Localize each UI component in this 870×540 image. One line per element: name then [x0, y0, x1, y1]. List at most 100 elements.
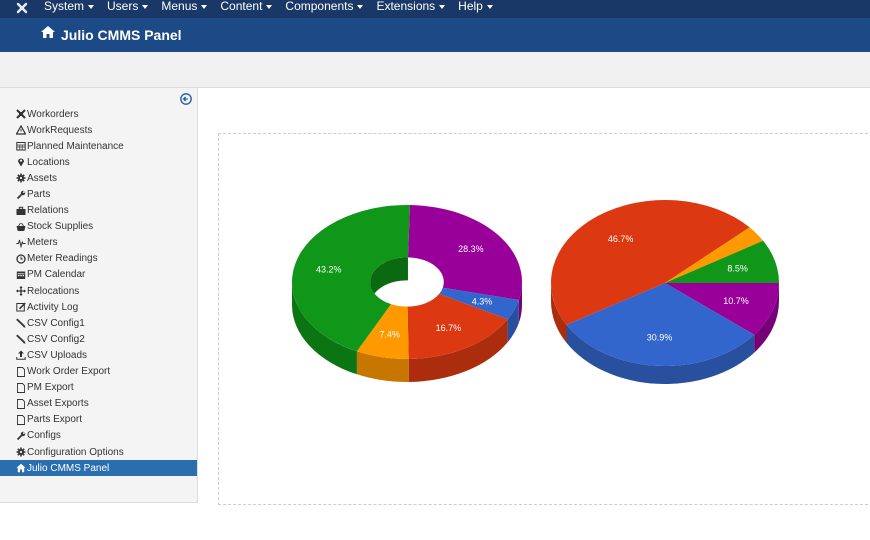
toolbar	[0, 52, 870, 88]
sidebar-item-configs[interactable]: Configs	[0, 428, 197, 444]
pie-slice-label: 43.2%	[316, 264, 342, 274]
pie-slice[interactable]	[407, 293, 508, 359]
sidebar-item-pm-calendar[interactable]: PM Calendar	[0, 267, 197, 283]
pen-icon	[16, 318, 27, 329]
pie-slice-label: 30.9%	[647, 333, 673, 343]
pie-slice-label: 16.7%	[436, 323, 462, 333]
pie-slice[interactable]	[551, 200, 750, 325]
pie-slice-side	[754, 283, 779, 353]
pie-slice[interactable]	[356, 304, 409, 359]
sidebar-item-workrequests[interactable]: WorkRequests	[0, 122, 197, 138]
sidebar-item-workorders[interactable]: Workorders	[0, 106, 197, 122]
menu-components[interactable]: Components	[285, 0, 364, 18]
sidebar-item-asset-exports[interactable]: Asset Exports	[0, 396, 197, 412]
donut-hole-wall	[370, 257, 408, 305]
edit-icon	[16, 302, 27, 312]
sidebar-nav: Workorders WorkRequests Planned Maintenanc…	[0, 106, 197, 477]
sidebar-item-assets[interactable]: Assets	[0, 170, 197, 186]
menu-label: Content	[220, 0, 263, 13]
pie-slice[interactable]	[291, 205, 411, 352]
pie-slice[interactable]	[439, 287, 519, 320]
sidebar-item-label: Relations	[27, 205, 69, 217]
chart-panel: 28.3% 4.3% 16.7% 7.4% 43.2% 10.7% 30.9% 46.7% 8.…	[218, 133, 870, 505]
sidebar-item-parts[interactable]: Parts	[0, 186, 197, 202]
sidebar-item-label: Configs	[27, 430, 61, 442]
caret-down-icon	[439, 4, 446, 9]
sidebar-item-label: CSV Config1	[27, 317, 85, 329]
sidebar-item-work-order-export[interactable]: Work Order Export	[0, 364, 197, 380]
sidebar-item-csv-uploads[interactable]: CSV Uploads	[0, 347, 197, 363]
gear-icon	[16, 173, 27, 183]
menu-menus[interactable]: Menus	[161, 0, 208, 18]
pie-slice[interactable]	[665, 240, 779, 283]
menu-extensions[interactable]: Extensions	[376, 0, 446, 18]
pie-slice-side	[292, 282, 357, 375]
sidebar-item-label: Julio CMMS Panel	[27, 462, 110, 474]
sidebar-item-label: CSV Uploads	[27, 349, 88, 361]
menu-system[interactable]: System	[44, 0, 95, 18]
sidebar-item-label: Parts Export	[27, 414, 83, 426]
joomla-logo-icon[interactable]	[15, 1, 29, 15]
sidebar-item-locations[interactable]: Locations	[0, 154, 197, 170]
wrench-icon	[16, 190, 27, 200]
pie-slice-side	[551, 283, 567, 343]
pie-slice-label: 10.7%	[723, 296, 749, 306]
pie-chart-1: 28.3% 4.3% 16.7% 7.4% 43.2%	[291, 205, 522, 382]
calendar-icon	[16, 270, 27, 280]
sidebar-item-parts-export[interactable]: Parts Export	[0, 412, 197, 428]
sidebar-item-label: Workorders	[27, 108, 79, 120]
pie-slice-side	[566, 324, 755, 385]
sidebar-item-label: Assets	[27, 172, 58, 184]
sidebar-item-stock-supplies[interactable]: Stock Supplies	[0, 219, 197, 235]
sidebar-item-label: PM Export	[27, 382, 74, 394]
caret-down-icon	[266, 4, 273, 9]
sidebar-item-label: Parts	[27, 189, 51, 201]
file-icon	[16, 414, 27, 425]
pulse-icon	[16, 238, 27, 248]
sidebar-item-configuration-options[interactable]: Configuration Options	[0, 444, 197, 460]
file-icon	[16, 382, 27, 393]
pie-slice-label: 4.3%	[472, 297, 493, 307]
menu-help[interactable]: Help	[458, 0, 493, 18]
workorders-icon	[16, 109, 27, 119]
sidebar-item-relocations[interactable]: Relocations	[0, 283, 197, 299]
caret-down-icon	[88, 4, 95, 9]
sidebar-item-label: Meters	[27, 237, 58, 249]
collapse-sidebar-icon[interactable]	[180, 92, 192, 110]
menu-content[interactable]: Content	[220, 0, 273, 18]
sidebar-item-label: WorkRequests	[27, 124, 93, 136]
sidebar-item-pm-export[interactable]: PM Export	[0, 380, 197, 396]
sidebar-item-csv-config2[interactable]: CSV Config2	[0, 331, 197, 347]
sidebar-item-activity-log[interactable]: Activity Log	[0, 299, 197, 315]
menu-label: Help	[458, 0, 483, 13]
pie-slice[interactable]	[665, 227, 764, 283]
menu-label: Users	[107, 0, 139, 13]
menu-label: System	[44, 0, 85, 13]
sidebar-item-label: Configuration Options	[27, 446, 124, 458]
sidebar-item-relations[interactable]: Relations	[0, 203, 197, 219]
pie-slice-side	[507, 299, 519, 343]
pie-slice[interactable]	[665, 283, 779, 335]
pie-slice-label: 7.4%	[379, 330, 400, 340]
briefcase-icon	[16, 206, 27, 216]
page-header: Julio CMMS Panel	[0, 18, 870, 52]
pie-slice-label: 46.7%	[608, 234, 634, 244]
wrench-icon	[16, 431, 27, 441]
file-icon	[16, 366, 27, 377]
file-icon	[16, 398, 27, 409]
sidebar-item-csv-config1[interactable]: CSV Config1	[0, 315, 197, 331]
caret-down-icon	[357, 4, 364, 9]
sidebar-item-meters[interactable]: Meters	[0, 235, 197, 251]
page-title: Julio CMMS Panel	[61, 27, 182, 43]
pie-charts: 28.3% 4.3% 16.7% 7.4% 43.2% 10.7% 30.9% 46.7% 8.…	[291, 200, 779, 385]
sidebar-item-julio-cmms-panel[interactable]: Julio CMMS Panel	[0, 460, 197, 477]
pie-chart-2: 10.7% 30.9% 46.7% 8.5%	[551, 200, 779, 385]
sidebar-item-meter-readings[interactable]: Meter Readings	[0, 251, 197, 267]
sidebar-item-label: Locations	[27, 156, 70, 168]
sidebar-item-planned-maintenance[interactable]: Planned Maintenance	[0, 138, 197, 154]
pie-slice[interactable]	[407, 205, 522, 300]
top-menu-bar: System Users Menus Content Components Extensi…	[0, 0, 870, 18]
menu-users[interactable]: Users	[107, 0, 149, 18]
pie-slice[interactable]	[566, 283, 755, 366]
caret-down-icon	[201, 4, 208, 9]
